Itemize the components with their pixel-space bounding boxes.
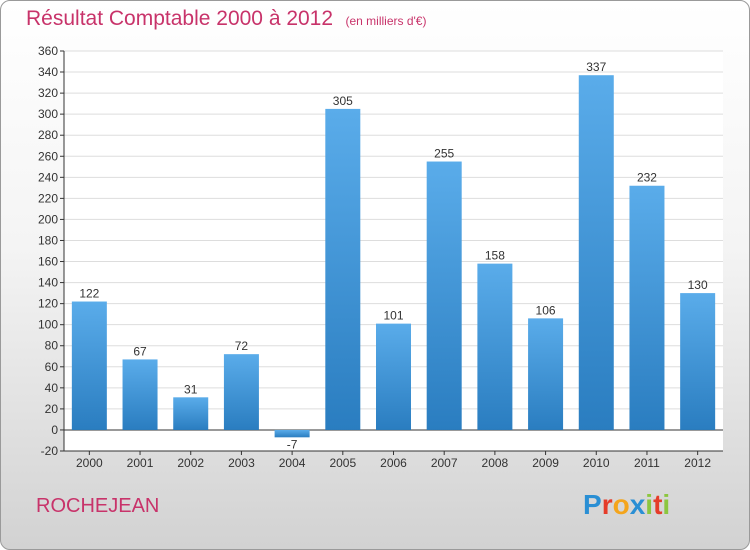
bar xyxy=(173,397,209,430)
bar-value-label: 72 xyxy=(235,339,249,353)
x-tick-label: 2002 xyxy=(177,456,204,470)
x-tick-label: 2012 xyxy=(684,456,711,470)
y-tick-label: 240 xyxy=(38,170,58,184)
y-tick-label: 320 xyxy=(38,86,58,100)
y-tick-label: 0 xyxy=(51,423,58,437)
title-row: Résultat Comptable 2000 à 2012 (en milli… xyxy=(26,7,426,31)
bar-value-label: 122 xyxy=(79,287,99,301)
commune-name: ROCHEJEAN xyxy=(36,495,160,517)
y-tick-label: 260 xyxy=(38,149,58,163)
bar-value-label: 305 xyxy=(333,94,353,108)
bar xyxy=(578,75,614,430)
chart-title: Résultat Comptable 2000 à 2012 xyxy=(26,7,334,30)
y-tick-label: 20 xyxy=(45,402,59,416)
y-tick-label: 80 xyxy=(45,339,59,353)
y-tick-label: 340 xyxy=(38,65,58,79)
y-tick-label: 140 xyxy=(38,276,58,290)
x-tick-label: 2011 xyxy=(634,456,660,470)
x-tick-label: 2001 xyxy=(127,456,154,470)
y-tick-label: 40 xyxy=(45,381,59,395)
x-tick-label: 2003 xyxy=(228,456,255,470)
y-tick-label: 220 xyxy=(38,191,58,205)
y-tick-label: 280 xyxy=(38,128,58,142)
chart-subtitle: (en milliers d'€) xyxy=(345,14,427,28)
proxiti-logo: Proxiti xyxy=(583,489,670,521)
x-tick-label: 2007 xyxy=(431,456,458,470)
bar xyxy=(629,185,665,430)
bar-value-label: 101 xyxy=(383,309,403,323)
logo-letter: i xyxy=(662,489,671,520)
x-tick-label: 2000 xyxy=(76,456,103,470)
bar xyxy=(122,359,158,430)
y-tick-label: 180 xyxy=(38,233,58,247)
bar-value-label: 255 xyxy=(434,147,454,161)
x-tick-label: 2005 xyxy=(329,456,356,470)
bar xyxy=(426,161,462,430)
bar-value-label: 158 xyxy=(485,249,505,263)
bar-value-label: 337 xyxy=(586,60,606,74)
bar xyxy=(325,108,361,430)
logo-letter: P xyxy=(583,489,602,520)
bar xyxy=(274,429,310,438)
logo-letter: x xyxy=(629,489,646,520)
bar xyxy=(528,318,564,430)
x-tick-label: 2009 xyxy=(532,456,559,470)
bar xyxy=(477,263,513,430)
y-tick-label: 160 xyxy=(38,255,58,269)
bar xyxy=(71,301,107,430)
logo-letter: o xyxy=(612,489,630,520)
bar-value-label: 130 xyxy=(688,278,708,292)
y-tick-label: 300 xyxy=(38,107,58,121)
bar-value-label: -7 xyxy=(287,437,298,451)
bar xyxy=(680,293,716,430)
y-tick-label: 200 xyxy=(38,212,58,226)
x-tick-label: 2006 xyxy=(380,456,407,470)
y-tick-label: 360 xyxy=(38,44,58,58)
x-tick-label: 2004 xyxy=(279,456,306,470)
bar-value-label: 106 xyxy=(536,303,556,317)
y-tick-label: 60 xyxy=(45,360,59,374)
bar xyxy=(223,354,259,430)
logo-letter: r xyxy=(601,489,613,520)
bar-value-label: 232 xyxy=(637,171,657,185)
x-tick-label: 2010 xyxy=(583,456,610,470)
y-tick-label: -20 xyxy=(41,444,59,458)
y-tick-label: 100 xyxy=(38,318,58,332)
x-tick-label: 2008 xyxy=(482,456,509,470)
bar xyxy=(376,323,411,430)
bar-value-label: 67 xyxy=(133,344,147,358)
bar-value-label: 31 xyxy=(184,382,198,396)
logo-letter: t xyxy=(653,489,663,520)
y-tick-label: 120 xyxy=(38,297,58,311)
logo-letter: i xyxy=(645,489,654,520)
